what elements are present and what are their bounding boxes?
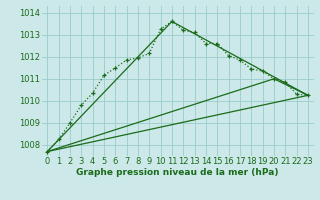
X-axis label: Graphe pression niveau de la mer (hPa): Graphe pression niveau de la mer (hPa)	[76, 168, 279, 177]
